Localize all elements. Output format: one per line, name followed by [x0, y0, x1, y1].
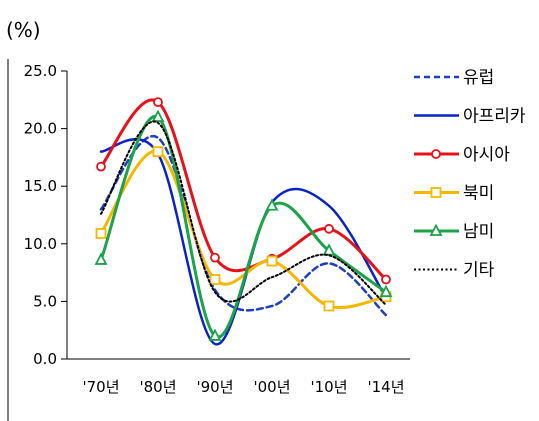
- legend-item: 유럽: [414, 68, 494, 88]
- series-5: [100, 120, 387, 306]
- x-axis-ticks: '70년 '80년 '90년 '00년 '10년 '14년: [82, 378, 404, 396]
- series-2: [96, 97, 391, 285]
- legend-item: 아시아: [414, 145, 510, 165]
- x-tick-label: '00년: [253, 378, 290, 396]
- legend-item: 남미: [414, 222, 494, 242]
- legend-marker: [431, 149, 441, 159]
- data-point-marker: [96, 161, 106, 172]
- series-lines: [94, 97, 393, 346]
- x-tick-label: '70년: [82, 378, 119, 396]
- series-line: [99, 138, 388, 346]
- data-point-marker: [381, 274, 391, 285]
- y-tick-label: 5.0: [33, 292, 57, 310]
- series-0: [99, 134, 388, 317]
- data-point-marker: [152, 146, 164, 158]
- y-axis-ticks: 25.0 20.0 15.0 10.0 5.0 0.0: [24, 62, 67, 368]
- x-tick-label: '10년: [310, 378, 347, 396]
- data-point-marker: [208, 328, 222, 341]
- data-point-marker: [94, 252, 108, 265]
- data-point-marker: [323, 300, 335, 312]
- legend-marker: [430, 187, 442, 198]
- y-unit-label: (%): [6, 18, 41, 42]
- legend-item: 기타: [414, 261, 495, 281]
- data-point-marker: [265, 198, 279, 211]
- y-tick-label: 25.0: [24, 62, 57, 80]
- y-tick-label: 20.0: [24, 120, 57, 138]
- data-point-marker: [324, 223, 334, 234]
- y-tick-label: 15.0: [24, 177, 57, 195]
- legend-label: 아시아: [463, 145, 510, 165]
- data-point-marker: [153, 97, 163, 108]
- legend-item: 북미: [414, 184, 494, 204]
- data-point-marker: [95, 228, 107, 239]
- series-1: [99, 138, 388, 346]
- legend-item: 아프리카: [414, 107, 526, 127]
- data-point-marker: [379, 284, 393, 298]
- data-point-marker: [266, 255, 278, 267]
- legend-label: 유럽: [463, 68, 494, 88]
- data-point-marker: [210, 252, 220, 263]
- series-line: [99, 134, 388, 317]
- data-point-marker: [209, 274, 221, 285]
- legend-marker: [429, 223, 443, 236]
- legend-label: 남미: [463, 222, 494, 242]
- y-tick-label: 0.0: [33, 350, 57, 368]
- series-line: [99, 114, 388, 339]
- legend-label: 아프리카: [463, 107, 526, 127]
- legend-label: 북미: [463, 184, 494, 204]
- x-tick-label: '80년: [139, 378, 176, 396]
- x-tick-label: '90년: [196, 378, 233, 396]
- legend-label: 기타: [463, 261, 495, 281]
- data-point-marker: [151, 109, 165, 122]
- series-line: [100, 120, 387, 306]
- chart-axes: [7, 59, 410, 421]
- y-tick-label: 10.0: [24, 235, 57, 253]
- x-tick-label: '14년: [367, 378, 404, 396]
